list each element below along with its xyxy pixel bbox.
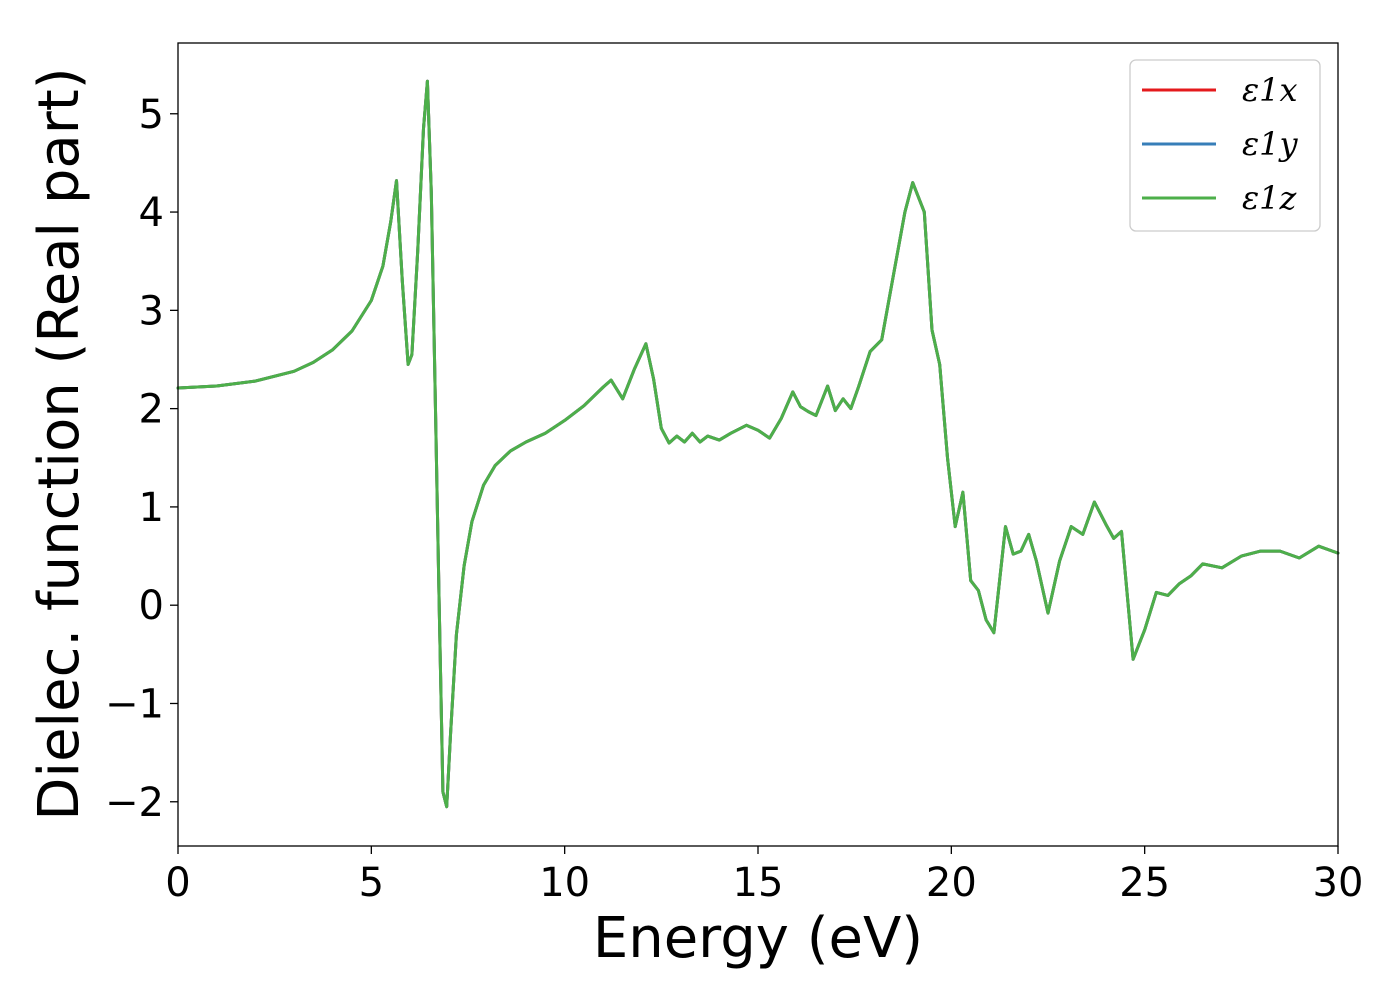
y-tick-label: 3 (139, 288, 164, 334)
x-tick-label: 5 (359, 860, 384, 906)
y-tick-label: 5 (139, 92, 164, 138)
x-tick-label: 15 (733, 860, 784, 906)
x-tick-label: 20 (926, 860, 977, 906)
y-axis-ticks: −2 −1 0 1 2 3 4 5 (105, 92, 178, 826)
x-tick-label: 10 (539, 860, 590, 906)
series-line-3 (176, 79, 1340, 809)
legend-label-3: ε1z (1242, 179, 1298, 217)
x-tick-label: 30 (1313, 860, 1364, 906)
y-tick-label: −2 (105, 780, 164, 826)
y-tick-label: 4 (139, 190, 164, 236)
legend: ε1x ε1y ε1z (1129, 59, 1321, 232)
x-tick-label: 0 (165, 860, 190, 906)
y-tick-label: 0 (139, 583, 164, 629)
y-tick-label: −1 (105, 681, 164, 727)
legend-frame (1129, 59, 1321, 232)
x-axis-title: Energy (eV) (593, 906, 923, 971)
series-lines (176, 79, 1340, 809)
y-tick-label: 1 (139, 485, 164, 531)
y-tick-label: 2 (139, 387, 164, 433)
legend-label-1: ε1x (1242, 71, 1298, 109)
x-axis-ticks: 0 5 10 15 20 25 30 (165, 846, 1363, 906)
y-axis-title: Dielec. function (Real part) (27, 67, 92, 820)
x-tick-label: 25 (1119, 860, 1170, 906)
legend-label-2: ε1y (1242, 125, 1299, 163)
